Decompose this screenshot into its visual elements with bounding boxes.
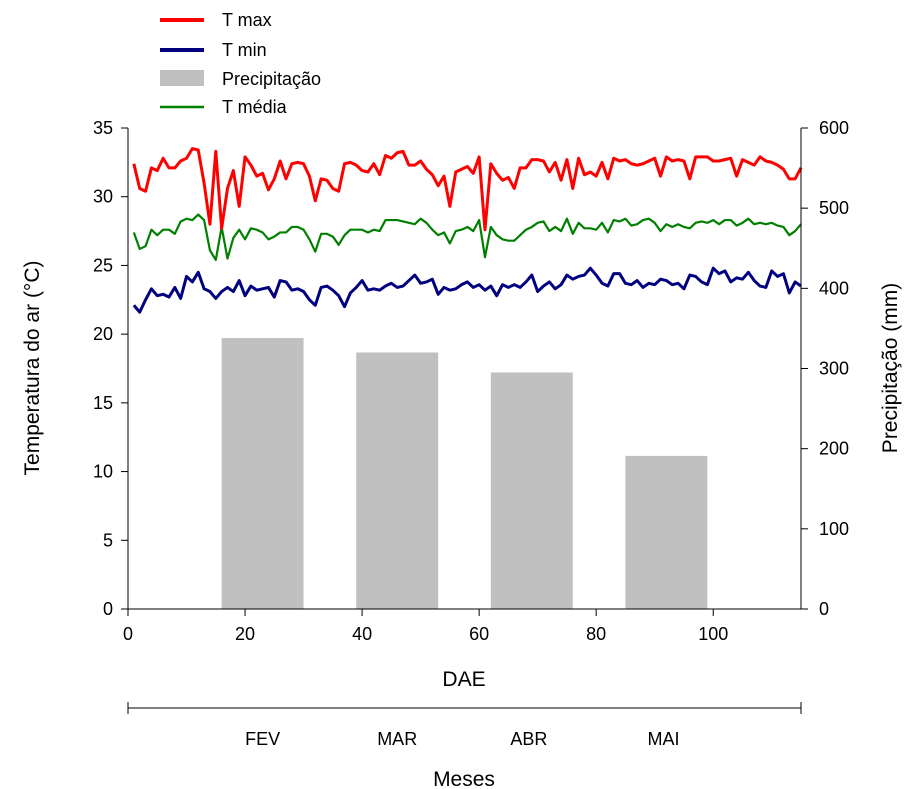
y-left-tick-label: 25 <box>93 255 113 275</box>
tmin-line <box>132 266 802 314</box>
month-label-mai: MAI <box>647 729 679 749</box>
month-label-mar: MAR <box>377 729 417 749</box>
y-right-tick-label: 500 <box>819 198 849 218</box>
y-right-tick-label: 400 <box>819 278 849 298</box>
y-right-tick-label: 300 <box>819 359 849 379</box>
y-left-tick-label: 15 <box>93 393 113 413</box>
month-label-fev: FEV <box>245 729 280 749</box>
temperature-lines <box>132 147 803 314</box>
legend-label-tmax: T max <box>222 10 272 30</box>
x-tick-label: 100 <box>698 624 728 644</box>
precip-bar-mar <box>356 352 439 609</box>
x-tick-label: 40 <box>352 624 372 644</box>
axis-ticks: 0 20 40 60 80 100 0 5 10 15 20 25 30 35 0 100 200 300 400 5… <box>93 118 849 644</box>
precip-bar-fev <box>221 338 304 609</box>
x-tick-label: 20 <box>235 624 255 644</box>
month-label-abr: ABR <box>510 729 547 749</box>
y-left-tick-label: 30 <box>93 187 113 207</box>
y-left-tick-label: 20 <box>93 324 113 344</box>
precip-bar-mai <box>625 455 708 609</box>
x-axis-title: DAE <box>442 668 485 691</box>
legend: T max T min Precipitação T média <box>160 10 321 117</box>
legend-swatch-precip <box>160 70 204 86</box>
legend-label-precip: Precipitação <box>222 69 321 89</box>
y-left-tick-label: 5 <box>103 530 113 550</box>
precip-bar-abr <box>490 372 573 609</box>
y-left-tick-label: 0 <box>103 599 113 619</box>
y-left-tick-label: 35 <box>93 118 113 138</box>
y-left-axis-title: Temperatura do ar (°C) <box>21 261 44 476</box>
x-tick-label: 0 <box>123 624 133 644</box>
y-right-tick-label: 200 <box>819 439 849 459</box>
tmax-line <box>132 147 803 232</box>
y-left-tick-label: 10 <box>93 462 113 482</box>
tmedia-line <box>132 213 802 262</box>
legend-label-tmedia: T média <box>222 97 288 117</box>
y-right-axis-title: Precipitação (mm) <box>879 283 902 453</box>
y-right-tick-label: 100 <box>819 519 849 539</box>
y-right-tick-label: 600 <box>819 118 849 138</box>
legend-label-tmin: T min <box>222 40 267 60</box>
x-tick-label: 80 <box>586 624 606 644</box>
y-right-tick-label: 0 <box>819 599 829 619</box>
months-labels: FEV MAR ABR MAI <box>245 729 679 749</box>
precipitation-bars <box>221 338 708 609</box>
x-tick-label: 60 <box>469 624 489 644</box>
months-axis-title: Meses <box>433 768 495 789</box>
